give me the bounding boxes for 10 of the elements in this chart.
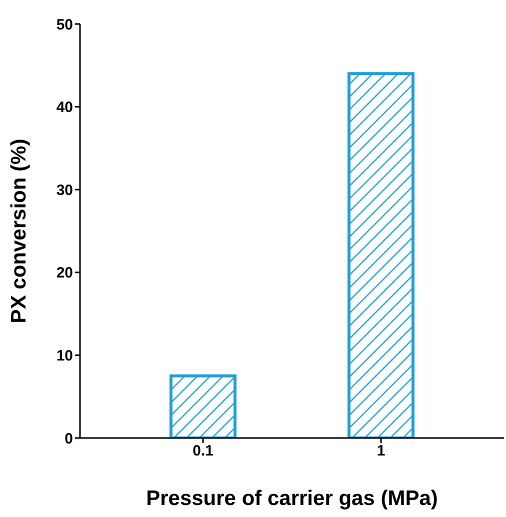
y-tick-label: 50	[56, 16, 73, 34]
y-tick-label: 0	[64, 430, 73, 448]
y-tick-label: 20	[56, 264, 73, 282]
y-tick-label: 40	[56, 99, 73, 116]
y-tick-label: 10	[56, 348, 73, 365]
x-tick-label: 1	[376, 442, 386, 460]
x-tick-label: 0.1	[192, 442, 214, 460]
x-axis-title: Pressure of carrier gas (MPa)	[146, 487, 438, 510]
y-tick-label: 30	[56, 182, 73, 199]
y-axis-title: PX conversion (%)	[7, 138, 30, 324]
